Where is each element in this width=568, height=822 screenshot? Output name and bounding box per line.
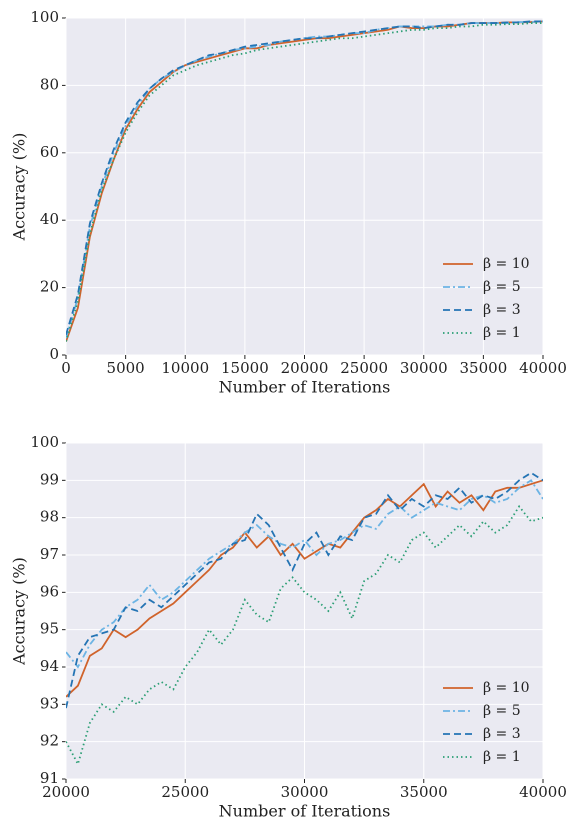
- y-tick-label: 99: [40, 470, 59, 488]
- legend: β = 10 β = 5 β = 3 β = 1: [443, 680, 530, 765]
- x-tick-label: 30000: [281, 783, 329, 801]
- y-tick-label: 94: [40, 657, 59, 675]
- legend-label: β = 3: [483, 302, 521, 318]
- x-tick-label: 15000: [221, 359, 269, 377]
- x-tick-label: 35000: [400, 783, 448, 801]
- y-tick-label: 92: [40, 732, 59, 750]
- x-tick-label: 25000: [340, 359, 388, 377]
- y-axis-label: Accuracy (%): [10, 557, 29, 666]
- y-tick-label: 60: [40, 143, 59, 161]
- subplot: 91 92 93 94 95 96 97 98 99 100 20000 25000 30000 3500…: [10, 433, 567, 821]
- y-tick-label: 80: [40, 75, 59, 93]
- y-tick-label: 91: [40, 769, 59, 787]
- x-tick-label: 5000: [107, 359, 145, 377]
- y-axis-label: Accuracy (%): [10, 133, 29, 242]
- x-axis-label: Number of Iterations: [219, 378, 391, 397]
- series-line: [66, 20, 543, 336]
- legend-label: β = 5: [483, 279, 521, 295]
- legend-label: β = 5: [483, 703, 521, 719]
- y-tick-label: 98: [40, 508, 59, 526]
- y-tick-label: 100: [30, 433, 59, 451]
- legend-label: β = 3: [483, 726, 521, 742]
- series-line: [66, 479, 543, 698]
- y-tick-label: 95: [40, 620, 59, 638]
- y-tick-label: 96: [40, 582, 59, 600]
- y-tick-label: 0: [49, 345, 59, 363]
- legend-label: β = 10: [483, 680, 530, 696]
- y-tick-label: 97: [40, 545, 59, 563]
- legend-label: β = 1: [483, 749, 521, 765]
- series-line: [66, 479, 543, 669]
- x-tick-label: 40000: [519, 359, 567, 377]
- x-tick-label: 25000: [161, 783, 209, 801]
- y-tick-label: 100: [30, 8, 59, 26]
- subplot: 0 20 40 60 80 100 0 5000 10000 15000 20000 25000 300…: [10, 8, 567, 397]
- series-line: [66, 471, 543, 709]
- y-tick-label: 40: [40, 210, 59, 228]
- legend: β = 10 β = 5 β = 3 β = 1: [443, 256, 530, 341]
- x-tick-label: 20000: [42, 783, 90, 801]
- x-tick-label: 30000: [400, 359, 448, 377]
- x-tick-label: 40000: [519, 783, 567, 801]
- legend-label: β = 10: [483, 256, 530, 272]
- y-tick-label: 20: [40, 278, 59, 296]
- x-tick-label: 20000: [281, 359, 329, 377]
- x-tick-label: 35000: [460, 359, 508, 377]
- x-tick-label: 0: [61, 359, 71, 377]
- y-tick-label: 93: [40, 694, 59, 712]
- x-tick-label: 10000: [161, 359, 209, 377]
- legend-label: β = 1: [483, 325, 521, 341]
- x-axis-label: Number of Iterations: [219, 802, 391, 821]
